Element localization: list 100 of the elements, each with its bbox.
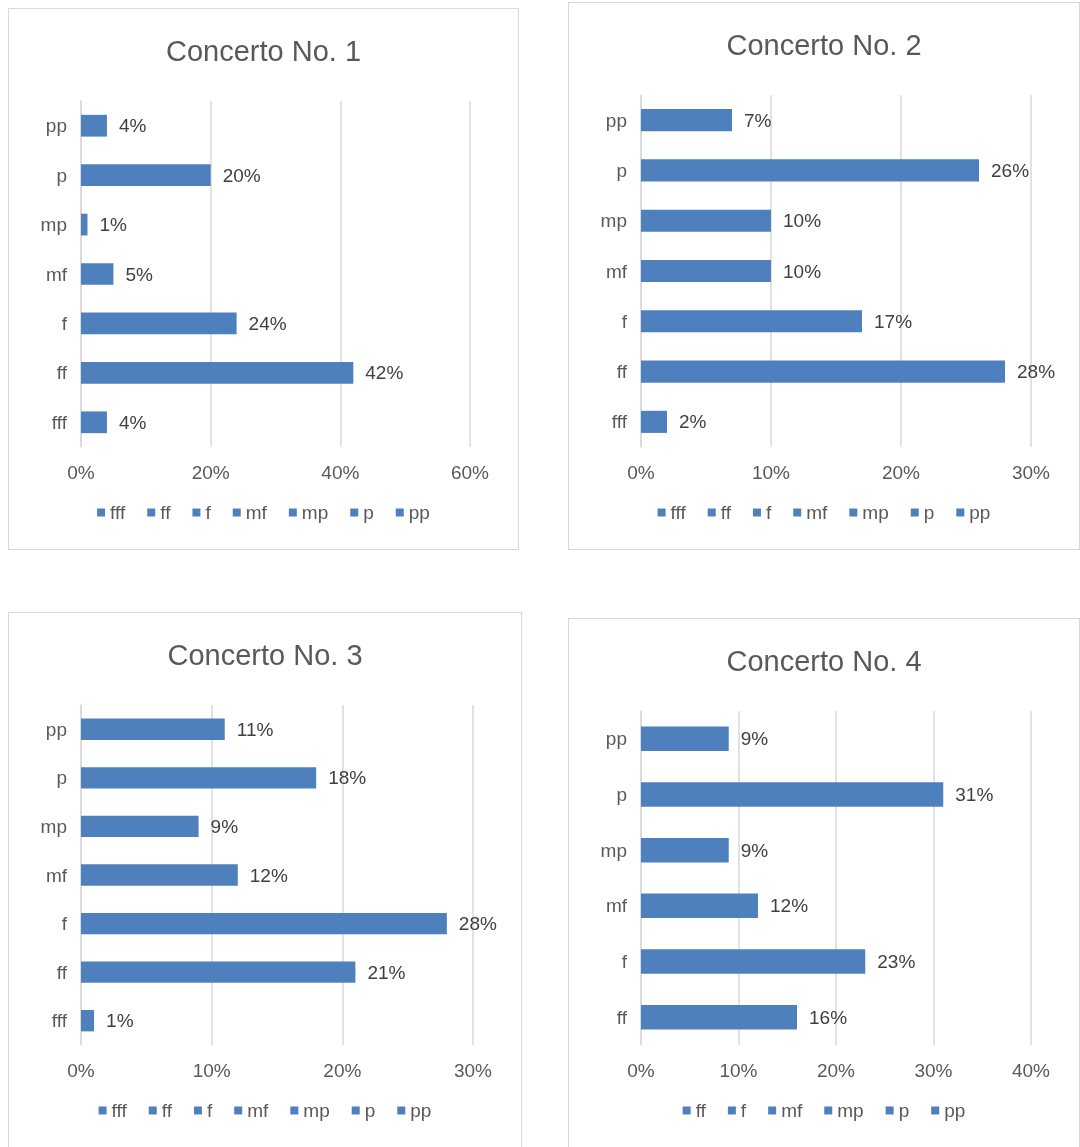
- x-tick-label: 20%: [816, 1060, 856, 1081]
- chart-title: Concerto No. 4: [726, 644, 922, 677]
- x-tick-label: 30%: [914, 1060, 953, 1081]
- y-tick-label: p: [616, 159, 627, 181]
- data-label: 26%: [991, 159, 1030, 181]
- data-label: 24%: [248, 312, 287, 334]
- legend-label: fff: [110, 502, 126, 523]
- y-tick-label: pp: [45, 115, 67, 137]
- legend-label: mf: [781, 1100, 803, 1121]
- x-tick-label: 10%: [751, 462, 791, 483]
- data-label: 16%: [809, 1006, 848, 1028]
- legend-label: p: [898, 1100, 910, 1121]
- y-tick-label: pp: [605, 728, 627, 750]
- y-tick-label: fff: [51, 411, 68, 433]
- legend-label: ff: [160, 502, 172, 523]
- chart-title: Concerto No. 3: [167, 638, 363, 671]
- x-tick-label: 0%: [67, 462, 95, 483]
- x-tick-label: 40%: [321, 462, 360, 483]
- y-tick-label: mp: [600, 839, 627, 861]
- data-label: 17%: [874, 310, 913, 332]
- data-label: 9%: [740, 839, 769, 861]
- chart-title: Concerto No. 1: [165, 34, 362, 67]
- x-tick-label: 30%: [453, 1060, 493, 1081]
- data-label: 12%: [770, 895, 809, 917]
- legend-label: f: [740, 1100, 747, 1121]
- y-tick-label: f: [621, 951, 628, 972]
- y-tick-label: mp: [40, 214, 67, 236]
- x-tick-label: 60%: [450, 462, 490, 483]
- legend-label: pp: [410, 1100, 432, 1121]
- data-label: 10%: [783, 260, 822, 282]
- legend-label: p: [363, 502, 374, 523]
- data-label: 11%: [236, 718, 274, 740]
- data-label: 9%: [740, 728, 769, 750]
- y-tick-label: mf: [605, 260, 628, 282]
- y-tick-label: p: [56, 164, 67, 186]
- y-tick-label: ff: [56, 961, 68, 983]
- legend-label: fff: [111, 1100, 128, 1121]
- data-label: 23%: [877, 951, 916, 972]
- legend-label: mp: [862, 502, 889, 523]
- data-label: 2%: [679, 411, 707, 433]
- x-tick-label: 0%: [67, 1060, 95, 1081]
- data-label: 20%: [222, 164, 261, 186]
- legend-label: f: [205, 502, 212, 523]
- legend-label: p: [923, 502, 935, 523]
- data-label: 1%: [99, 214, 128, 236]
- y-tick-label: pp: [605, 109, 627, 131]
- legend-label: ff: [161, 1100, 173, 1121]
- legend-label: mp: [837, 1100, 864, 1121]
- data-label: 28%: [1017, 361, 1056, 383]
- y-tick-label: fff: [51, 1010, 68, 1032]
- y-tick-label: pp: [45, 718, 67, 740]
- legend-label: mf: [806, 502, 829, 523]
- x-tick-label: 0%: [627, 1060, 655, 1081]
- y-tick-label: ff: [616, 361, 628, 383]
- chart-title: Concerto No. 2: [726, 28, 922, 61]
- y-tick-label: mf: [605, 895, 628, 917]
- y-tick-label: ff: [616, 1006, 628, 1028]
- data-label: 31%: [955, 784, 994, 805]
- y-tick-label: ff: [56, 362, 68, 384]
- legend-label: mp: [303, 1100, 330, 1121]
- data-label: 28%: [458, 913, 497, 935]
- data-label: 5%: [125, 263, 153, 285]
- legend-label: pp: [969, 502, 991, 523]
- data-label: 1%: [106, 1010, 134, 1032]
- legend-label: ff: [720, 502, 732, 523]
- legend-label: mf: [247, 1100, 270, 1121]
- data-label: 42%: [365, 362, 404, 384]
- legend-label: fff: [670, 502, 687, 523]
- legend-label: mf: [245, 502, 268, 523]
- x-tick-label: 30%: [1011, 462, 1051, 483]
- data-label: 10%: [783, 210, 822, 232]
- data-label: 7%: [744, 109, 772, 131]
- legend-label: pp: [408, 502, 430, 523]
- data-label: 9%: [210, 815, 239, 837]
- y-tick-label: mp: [600, 210, 627, 232]
- data-label: 4%: [118, 411, 147, 433]
- y-tick-label: f: [621, 310, 628, 332]
- y-tick-label: f: [61, 312, 68, 334]
- y-tick-label: p: [56, 767, 67, 789]
- data-label: 12%: [249, 864, 288, 886]
- x-tick-label: 20%: [881, 462, 921, 483]
- x-tick-label: 40%: [1011, 1060, 1051, 1081]
- y-tick-label: fff: [611, 411, 628, 433]
- data-label: 18%: [328, 767, 367, 789]
- x-tick-label: 10%: [719, 1060, 758, 1081]
- y-tick-label: f: [61, 913, 68, 935]
- y-tick-label: mf: [45, 263, 68, 285]
- y-tick-label: p: [616, 784, 627, 805]
- legend-label: mp: [301, 502, 329, 523]
- x-tick-label: 10%: [192, 1060, 231, 1081]
- x-tick-label: 0%: [627, 462, 655, 483]
- legend-label: pp: [944, 1100, 966, 1121]
- y-tick-label: mf: [45, 864, 68, 886]
- legend-label: p: [364, 1100, 376, 1121]
- x-tick-label: 20%: [191, 462, 230, 483]
- legend-label: f: [765, 502, 772, 523]
- x-tick-label: 20%: [323, 1060, 362, 1081]
- data-label: 21%: [367, 961, 406, 983]
- legend-label: ff: [695, 1100, 707, 1121]
- legend-label: f: [206, 1100, 213, 1121]
